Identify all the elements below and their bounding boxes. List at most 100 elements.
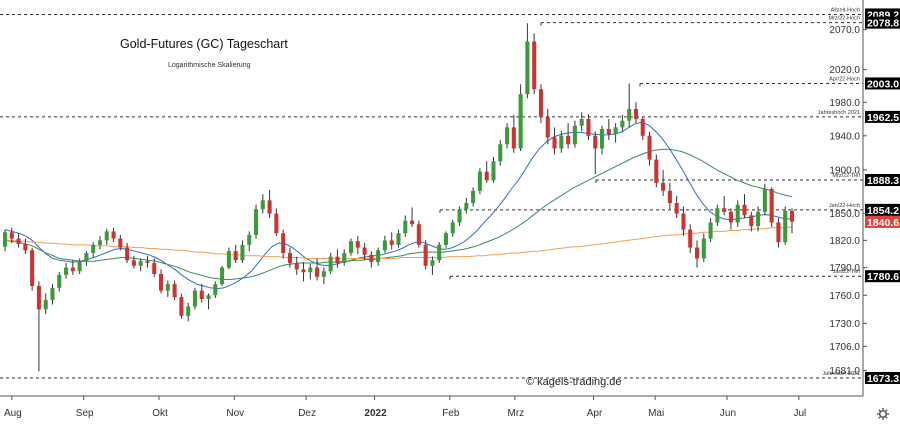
y-tick-label: 1940.0 [829, 131, 860, 142]
level-name: Jahreshoch 2021 [818, 110, 860, 116]
candle-body [321, 271, 326, 277]
candle-body [91, 244, 96, 254]
candle-body [64, 267, 69, 275]
candle-body [722, 208, 727, 212]
level-name: Jahrestief 2021 [822, 371, 860, 377]
y-tick-label: 1820.0 [829, 236, 860, 247]
candle-body [538, 89, 544, 118]
candle-body [50, 287, 55, 300]
candle-body [97, 240, 103, 245]
candle-body [111, 231, 116, 239]
candle-body [328, 256, 333, 272]
level-name: Mrz/22-Hoch [829, 16, 860, 22]
level-badge-text: 1854.2 [867, 205, 899, 217]
x-tick-label: Apr [587, 408, 603, 419]
candle-body [152, 263, 157, 274]
candle-body [566, 135, 571, 145]
candle-body [240, 244, 245, 261]
candle-body [9, 232, 14, 239]
level-badge-text: 1962.5 [867, 112, 899, 124]
candle-body [213, 284, 218, 296]
x-tick-label: Feb [442, 408, 460, 419]
y-tick-label: 1706.0 [829, 342, 860, 353]
candle-body [253, 209, 259, 235]
level-badge [865, 270, 900, 283]
y-tick-label: 1760.0 [829, 291, 860, 302]
level-name: Jan/22-Hoch [829, 203, 860, 209]
candle-body [274, 213, 279, 234]
y-tick-label: 1980.0 [829, 98, 860, 109]
candle-body [376, 250, 381, 263]
chart-subtitle: Logarithmische Skalierung [168, 62, 251, 69]
x-tick-label: Jun [720, 408, 736, 419]
chart-title: Gold-Futures (GC) Tageschart [120, 37, 288, 51]
candle-body [335, 256, 340, 264]
candle-body [23, 243, 28, 251]
candle-body [599, 129, 605, 149]
watermark: © kagels-trading.de [526, 376, 622, 388]
candle-body [416, 224, 421, 245]
candle-body [742, 204, 747, 216]
candle-body [57, 274, 62, 288]
candle-body [627, 108, 632, 121]
candle-body [681, 213, 686, 230]
candle-body [389, 240, 394, 245]
candle-body [247, 234, 252, 245]
level-badge [865, 77, 900, 90]
candle-body [667, 190, 672, 203]
gear-icon[interactable] [877, 408, 889, 420]
candle-body [728, 211, 733, 223]
candle-body [138, 261, 143, 266]
candle-body [199, 290, 204, 299]
candle-body [118, 238, 123, 248]
candle-body [789, 210, 795, 222]
level-name: Allzeit-Hoch [831, 7, 860, 13]
candle-body [348, 241, 354, 254]
candle-body [260, 200, 265, 210]
candle-body [505, 127, 510, 145]
candle-body [674, 202, 679, 214]
candle-body [294, 263, 299, 270]
candle-body [77, 261, 82, 272]
candle-body [586, 118, 591, 136]
candle-body [769, 188, 774, 223]
candle-body [464, 202, 469, 210]
candle-body [131, 260, 136, 266]
candle-body [640, 118, 645, 136]
y-tick-label: 2070.0 [829, 25, 860, 36]
candle-body [382, 240, 387, 251]
x-tick-label: Dez [298, 408, 316, 419]
candle-body [606, 129, 611, 135]
candle-body [491, 161, 496, 181]
candle-body [281, 233, 286, 254]
last-price-text: 1840.6 [867, 217, 899, 229]
x-tick-label: Mai [648, 408, 664, 419]
candle-body [783, 210, 788, 243]
level-name: Mrz/22-Tief [832, 173, 860, 179]
y-tick-label: 1790.0 [829, 263, 860, 274]
candle-body [30, 250, 35, 286]
candle-body [715, 208, 720, 223]
candle-body [559, 135, 564, 149]
candle-body [36, 285, 41, 310]
y-tick-label: 1850.0 [829, 209, 860, 220]
x-tick-label: Okt [152, 408, 168, 419]
candle-body [776, 222, 781, 243]
candle-body [308, 267, 313, 273]
candle-body [233, 251, 238, 261]
candle-body [186, 306, 191, 316]
candle-body [403, 220, 408, 234]
level-badge [865, 174, 900, 187]
x-tick-label: Mrz [508, 408, 525, 419]
y-tick-label: 1681.0 [829, 366, 860, 377]
candle-body [498, 144, 503, 162]
candle-body [593, 135, 598, 149]
candle-body [355, 241, 360, 248]
x-tick-label: 2022 [364, 408, 387, 419]
candle-body [450, 222, 455, 234]
candle-body [369, 254, 374, 263]
level-name: Jan/22-Tief [833, 269, 861, 275]
candle-body [301, 269, 306, 273]
candle-body [226, 251, 231, 268]
candle-body [2, 232, 8, 247]
